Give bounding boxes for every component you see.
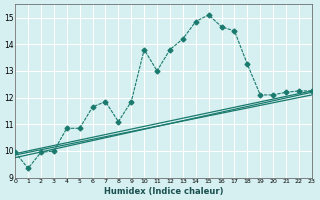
X-axis label: Humidex (Indice chaleur): Humidex (Indice chaleur) — [104, 187, 223, 196]
